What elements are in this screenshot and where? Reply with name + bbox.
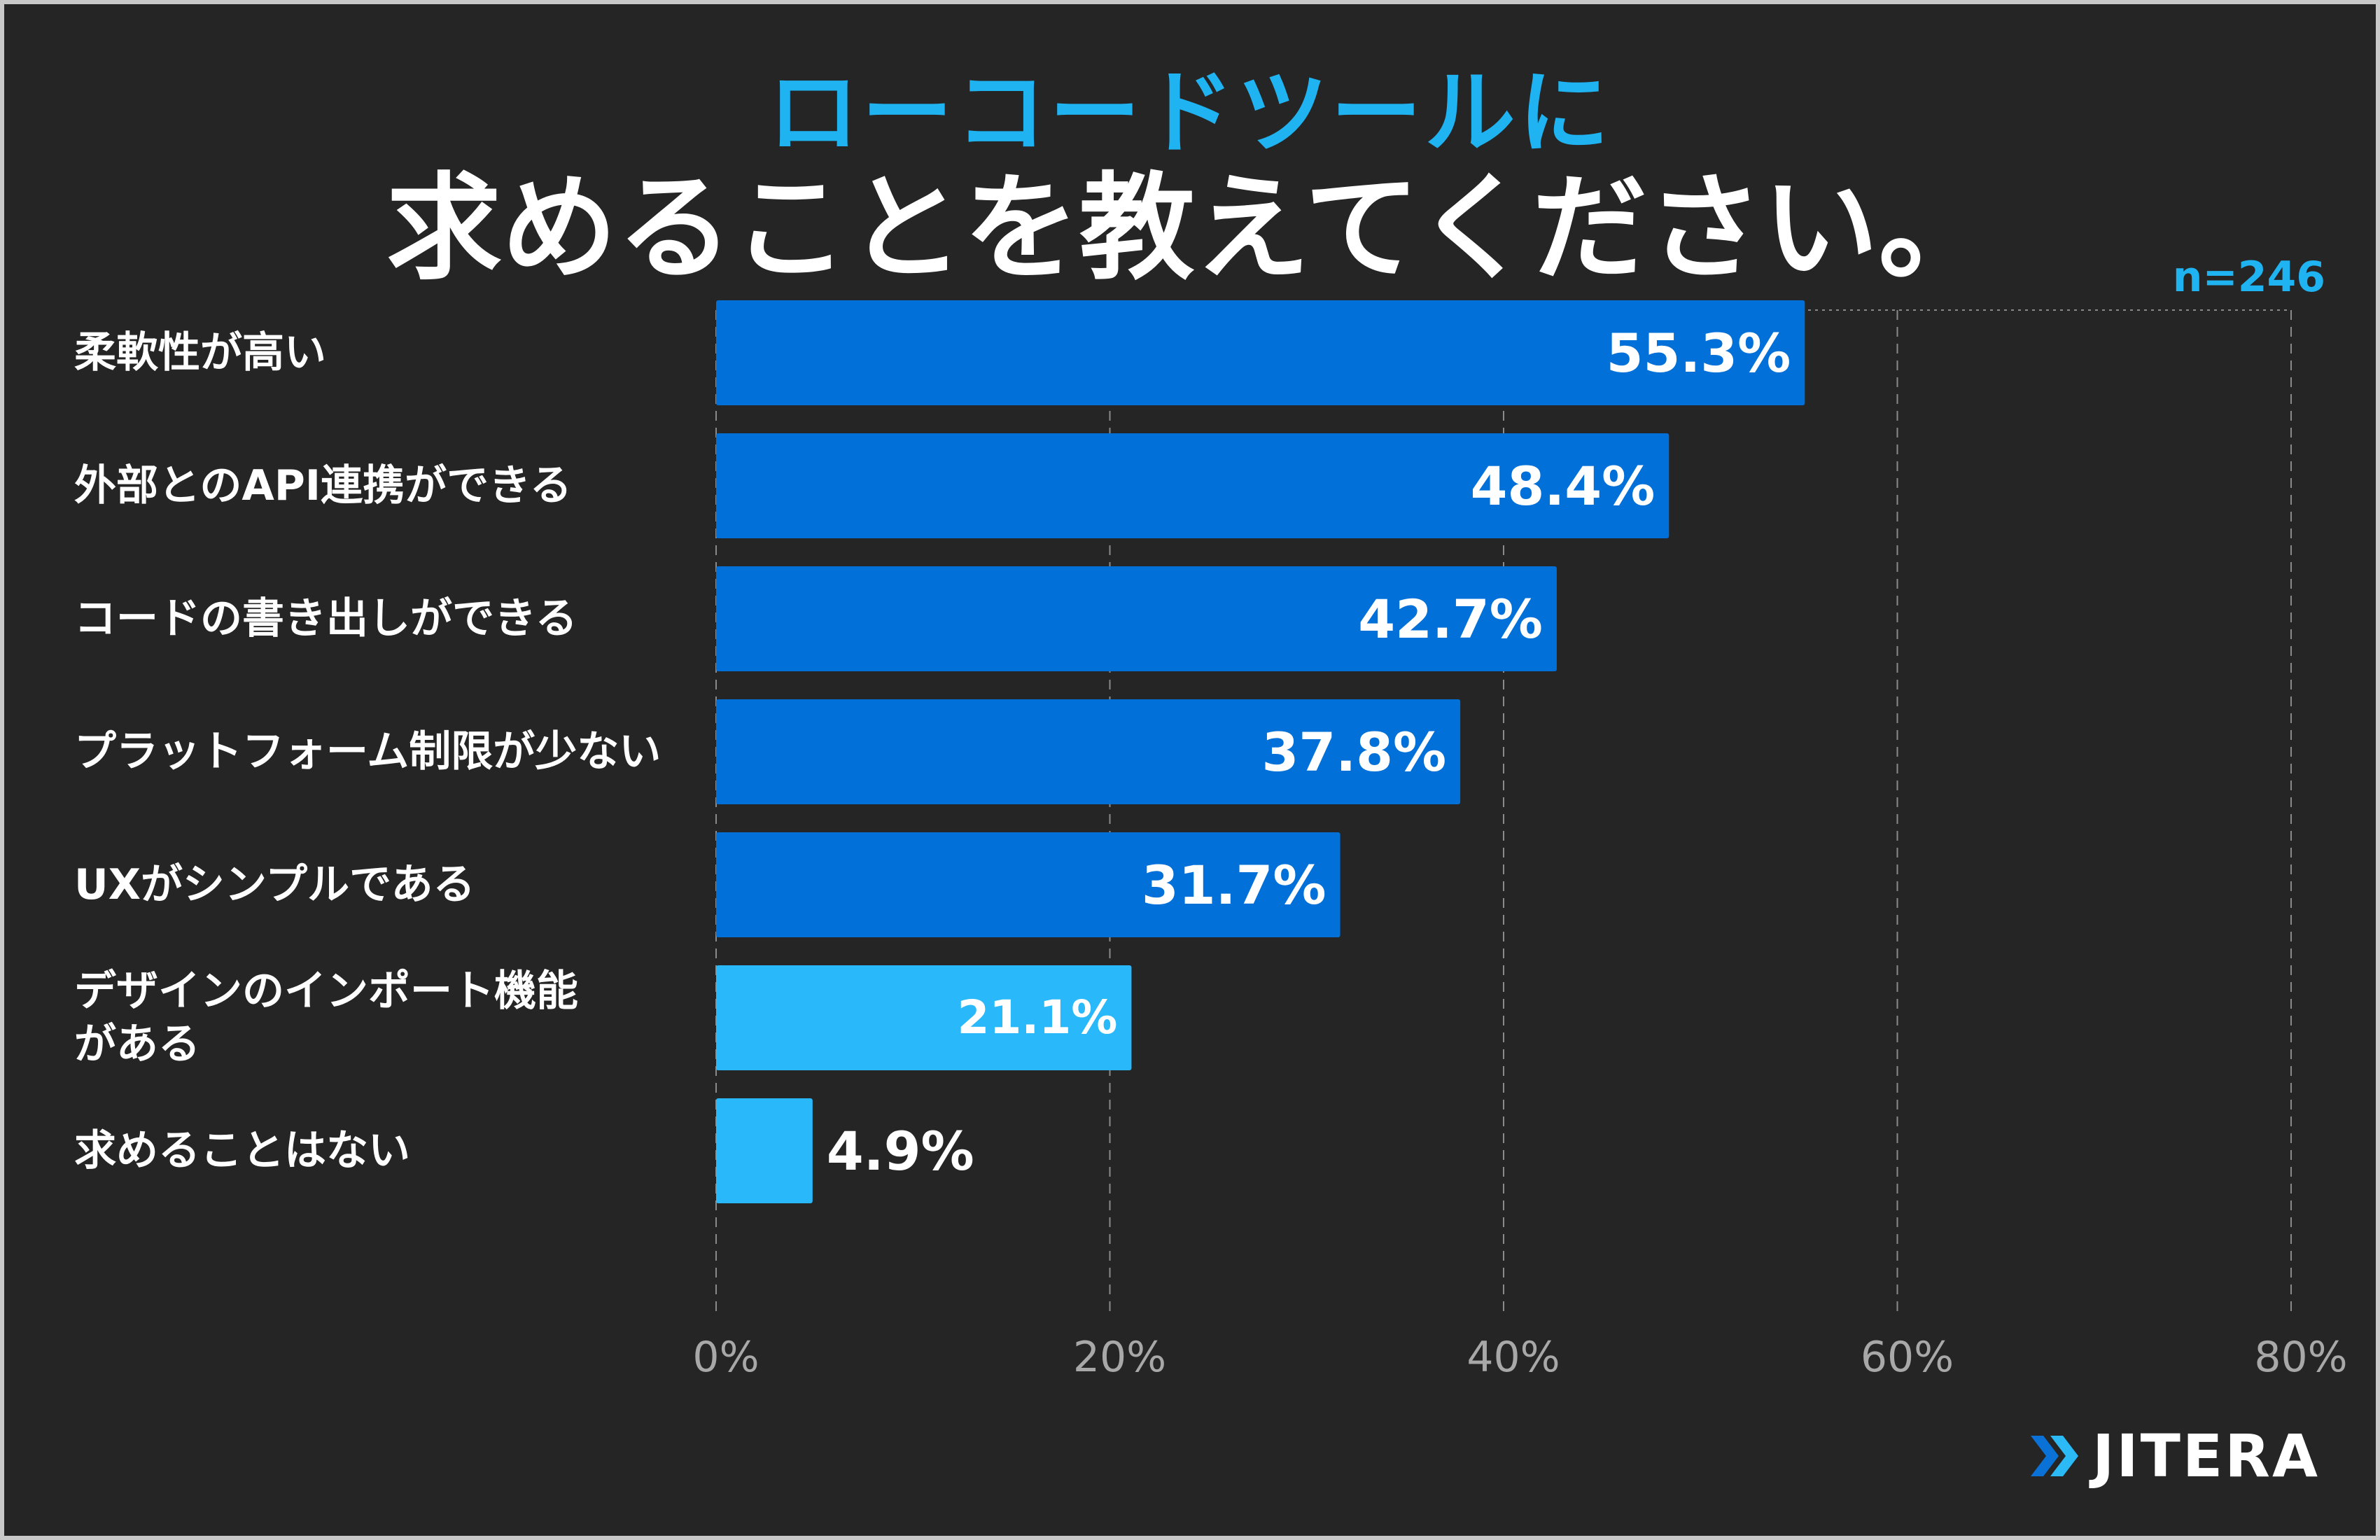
bar-value-label: 48.4% [1471,455,1656,517]
bar [716,832,1340,937]
bar-value-label: 42.7% [1358,588,1543,650]
category-label: プラットフォーム制限が少ない [74,727,662,776]
bar [716,699,1461,804]
x-tick-label: 60% [1861,1333,1954,1382]
title-line-2: 求めることを教えてください。 [386,161,1994,295]
category-label: UXがシンプルである [74,860,475,909]
category-label: 柔軟性が高い [74,328,326,377]
x-tick-label: 80% [2254,1333,2347,1382]
category-label: 外部とのAPI連携ができる [74,461,572,510]
brand-name: JITERA [2092,1422,2320,1490]
bar [716,566,1557,671]
bar [716,300,1805,405]
bar-value-label: 21.1% [957,990,1117,1044]
category-label: 求めることはない [74,1126,410,1175]
double-chevron-right-icon [2031,1436,2079,1476]
x-tick-label: 0% [692,1333,759,1382]
bar-value-label: 55.3% [1606,322,1791,384]
category-label: デザインのインポート機能 がある [74,967,578,1069]
bar-value-label: 31.7% [1142,854,1326,916]
x-tick-label: 20% [1073,1333,1166,1382]
chart-card: ローコードツールに 求めることを教えてください。 n=246 柔軟性が高い外部と… [4,4,2376,1536]
sample-size-label: n=246 [2172,253,2325,302]
category-label: コードの書き出しができる [74,594,578,643]
brand-logo: JITERA [2029,1422,2320,1490]
bar-value-label: 37.8% [1261,721,1446,783]
bar-chart: 0% 20% 40% 60% 80% 55.3% 48.4% 42.7% 37.8% 31.7% 2… [692,300,2348,1382]
bar [716,433,1670,538]
bar-value-label: 4.9% [827,1120,974,1182]
bar [716,965,1132,1070]
x-tick-label: 40% [1466,1333,1560,1382]
title-line-1: ローコードツールに [767,59,1612,166]
bar [716,1098,813,1203]
